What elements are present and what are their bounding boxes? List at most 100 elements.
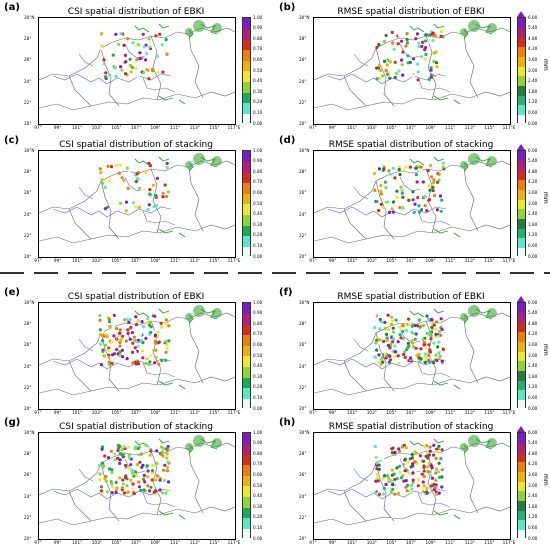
station-point	[440, 465, 444, 469]
station-point	[437, 351, 441, 355]
colorbar-tick-label: 0.00	[528, 405, 538, 411]
colorbar	[242, 150, 251, 258]
station-point	[373, 188, 377, 192]
colorbar-tick-label: 0.80	[253, 35, 263, 41]
station-point	[113, 65, 117, 69]
station-point	[426, 465, 430, 469]
colorbar-segment	[243, 71, 250, 83]
station-point	[437, 178, 441, 182]
station-point	[425, 314, 429, 318]
province-boundary	[314, 160, 510, 244]
station-point	[140, 188, 144, 192]
station-point	[406, 61, 410, 65]
station-point	[401, 329, 405, 334]
station-point	[375, 467, 379, 471]
lat-tick-label: 26°	[299, 342, 307, 348]
station-point	[132, 491, 136, 495]
colorbar-tick-label: 0.00	[528, 120, 538, 126]
lon-tick-label: 115°	[209, 125, 220, 130]
station-point	[384, 68, 388, 72]
station-point	[391, 337, 396, 341]
lon-tick-label: 101°	[347, 540, 358, 545]
station-point	[154, 193, 158, 198]
station-point	[422, 469, 426, 473]
colorbar-segment	[243, 475, 250, 487]
colorbar-tick-label: 2.40	[528, 211, 538, 217]
station-point	[439, 29, 444, 34]
station-point	[136, 319, 140, 324]
station-point	[99, 47, 103, 51]
station-point	[107, 363, 111, 367]
station-point	[120, 348, 124, 352]
station-point	[131, 341, 135, 345]
lon-tick-label: 99°	[328, 540, 337, 545]
station-point	[424, 345, 428, 350]
lake-shape	[193, 435, 205, 447]
station-point	[378, 317, 382, 322]
lake-shape	[460, 313, 468, 321]
colorbar-unit: mm	[542, 474, 549, 486]
lon-tick-label: 117°E	[502, 410, 516, 415]
station-point	[431, 189, 435, 193]
station-point	[377, 467, 381, 471]
station-point	[99, 170, 103, 175]
station-point	[419, 357, 423, 361]
lon-tick-label: 105°	[111, 258, 122, 263]
lake-shape	[193, 305, 205, 317]
station-point	[433, 485, 437, 489]
station-point	[393, 492, 397, 496]
panel-a: (a) CSI spatial distribution of EBKI 30°N 2…	[0, 0, 275, 130]
station-point	[154, 339, 158, 343]
station-point	[147, 362, 151, 367]
station-point	[142, 488, 146, 492]
station-point	[101, 464, 106, 468]
lat-tick-label: 28°	[299, 36, 307, 42]
station-point	[402, 479, 406, 483]
station-point	[440, 485, 444, 489]
lon-tick-label: 111°	[170, 125, 181, 130]
colorbar-segment	[518, 312, 525, 323]
colorbar-tick-label: 4.80	[528, 320, 538, 326]
station-point	[432, 341, 436, 345]
station-point	[431, 39, 435, 43]
colorbar-tick-label: 0.60	[253, 471, 263, 477]
station-point	[380, 192, 384, 196]
station-point	[384, 33, 388, 38]
colorbar	[517, 432, 526, 540]
station-point	[137, 480, 141, 484]
station-point	[137, 485, 142, 489]
station-point	[126, 359, 131, 364]
station-point	[113, 458, 117, 462]
station-point	[165, 52, 169, 56]
colorbar-tick-label: 0.30	[253, 373, 263, 379]
station-point	[379, 189, 383, 193]
station-point	[375, 476, 379, 480]
station-point	[433, 72, 437, 76]
station-point	[157, 340, 161, 344]
station-point	[439, 317, 443, 321]
station-point	[397, 464, 401, 468]
colorbar-segment	[243, 151, 250, 163]
colorbar-tick-label: 0.10	[253, 109, 263, 115]
station-point	[165, 456, 169, 460]
colorbar-segment	[518, 481, 525, 492]
station-point	[410, 487, 414, 491]
station-point	[136, 74, 140, 79]
station-point	[125, 344, 129, 348]
station-point	[425, 455, 430, 459]
map-area	[313, 432, 511, 540]
colorbar-segment	[518, 380, 525, 391]
station-point	[428, 360, 432, 364]
station-point	[105, 335, 109, 339]
colorbar-segment	[518, 433, 525, 444]
lon-tick-label: 109°	[150, 258, 161, 263]
station-point	[134, 180, 138, 184]
station-point	[381, 458, 385, 462]
colorbar-tick-label: 0.60	[253, 56, 263, 62]
station-point	[128, 467, 132, 471]
colorbar-segment	[518, 104, 525, 115]
station-point	[152, 348, 156, 352]
colorbar-segment	[243, 496, 250, 508]
station-point	[380, 356, 384, 360]
lat-tick-label: 20°	[299, 254, 307, 259]
